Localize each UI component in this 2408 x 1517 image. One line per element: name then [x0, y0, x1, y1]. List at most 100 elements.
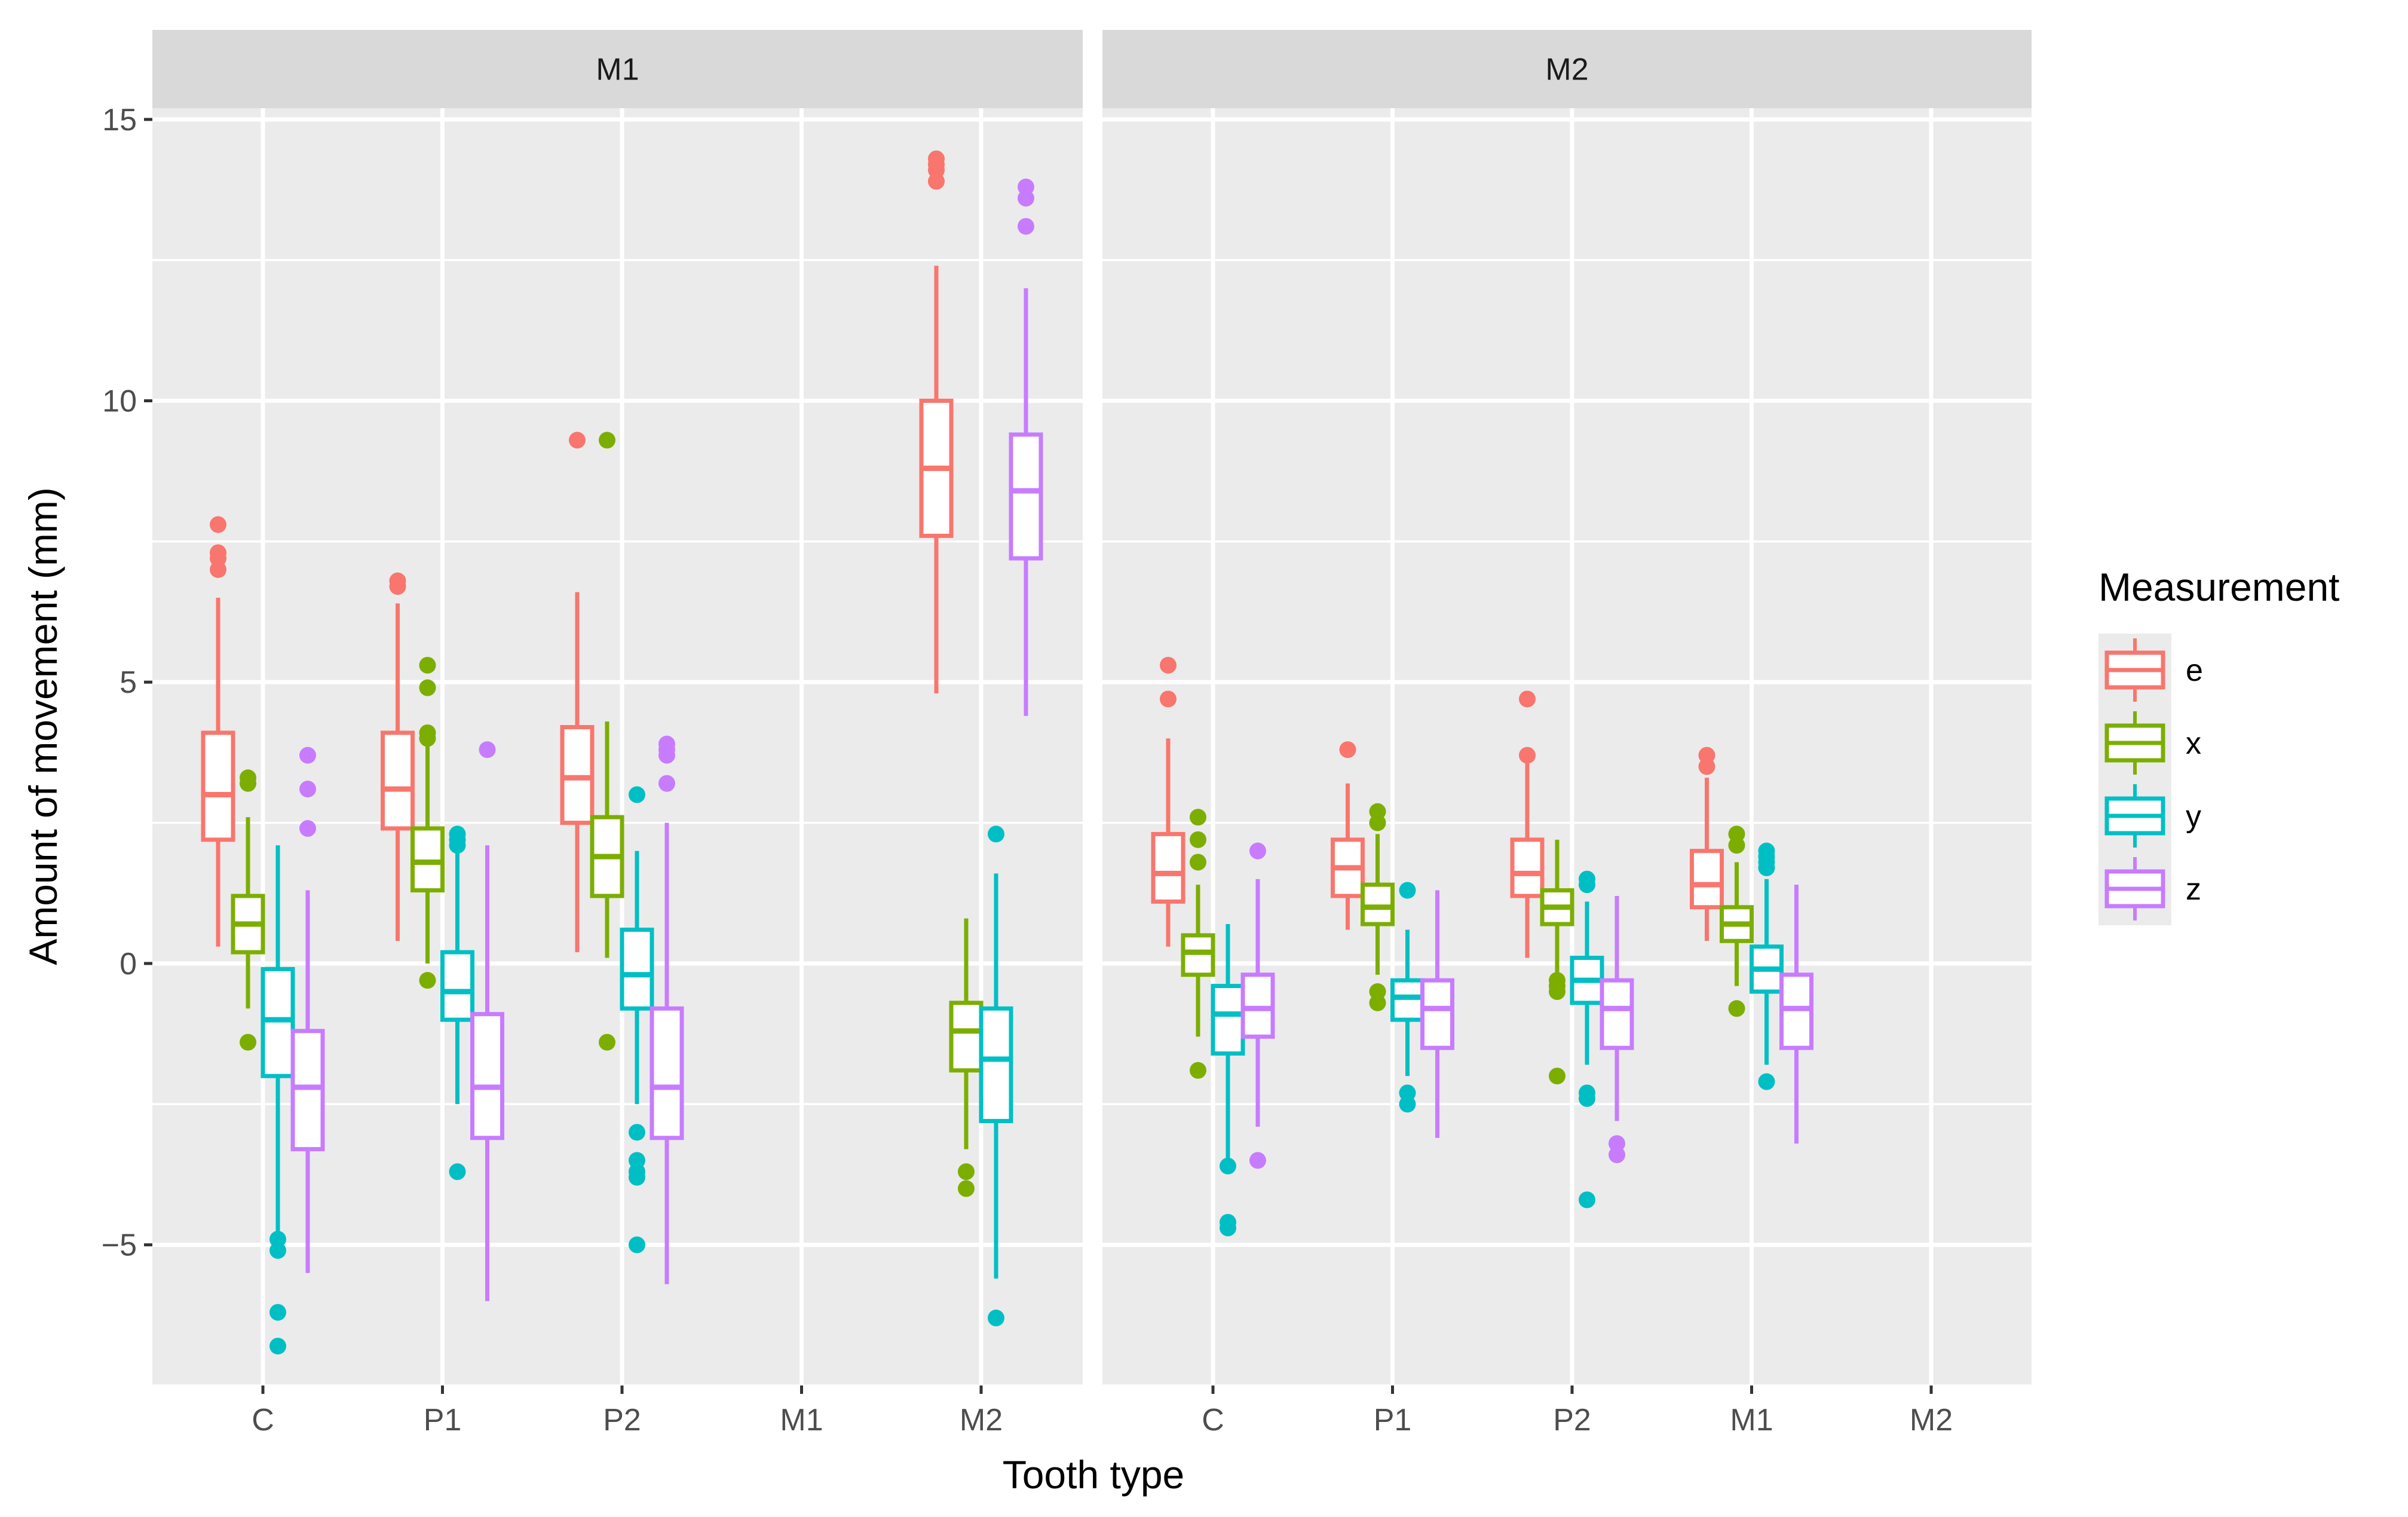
- outlier-point: [419, 679, 436, 696]
- iqr-box: [1009, 432, 1043, 561]
- box-m2-p1-e: [1331, 741, 1365, 930]
- y-tick-label: −5: [102, 1228, 137, 1263]
- outlier-point: [299, 747, 316, 764]
- legend: Measurement e x y z: [2098, 565, 2340, 925]
- outlier-point: [1728, 825, 1745, 843]
- facets-layer: M1 C P1 P2 M1 M2 M2 C P1 P2 M1 M2: [152, 30, 2032, 1438]
- outlier-point: [1018, 218, 1034, 235]
- iqr-box: [1600, 978, 1634, 1050]
- outlier-point: [958, 1163, 975, 1180]
- box-m2-p1-x: [1361, 803, 1395, 1011]
- outlier-point: [629, 1124, 645, 1141]
- iqr-box: [381, 730, 415, 831]
- outlier-point: [958, 1180, 975, 1197]
- legend-item-x: x: [2098, 706, 2201, 779]
- outlier-point: [1728, 1000, 1745, 1017]
- outlier-point: [1160, 690, 1177, 708]
- x-tick-label: P2: [603, 1403, 641, 1438]
- outlier-point: [299, 820, 316, 837]
- outlier-point: [599, 1033, 615, 1051]
- outlier-point: [629, 1236, 645, 1253]
- box-m1-m2-z: [1009, 178, 1043, 716]
- outlier-point: [1519, 690, 1536, 708]
- outlier-point: [1190, 809, 1206, 826]
- outlier-point: [1758, 1073, 1775, 1090]
- box-m2-c-x: [1181, 809, 1215, 1079]
- outlier-point: [479, 741, 496, 758]
- facet-strip-label: M2: [1545, 53, 1588, 87]
- y-tick-label: 10: [102, 384, 137, 419]
- outlier-point: [449, 825, 466, 843]
- box-m2-m1-z: [1779, 885, 1813, 1144]
- iqr-box: [470, 1012, 504, 1140]
- outlier-point: [1249, 842, 1266, 860]
- outlier-point: [1220, 1157, 1236, 1175]
- x-tick-label: M1: [1730, 1403, 1773, 1438]
- outlier-point: [629, 786, 645, 803]
- panel-background: [152, 108, 1083, 1386]
- iqr-box: [979, 1006, 1013, 1124]
- outlier-point: [1190, 831, 1206, 848]
- outlier-point: [599, 432, 615, 449]
- iqr-box: [410, 826, 445, 893]
- box-m2-p2-y: [1570, 870, 1604, 1209]
- legend-label: e: [2186, 653, 2203, 688]
- iqr-box: [1211, 984, 1245, 1056]
- box-m2-m1-y: [1750, 842, 1784, 1090]
- box-m1-c-y: [261, 845, 295, 1355]
- box-m1-p1-y: [440, 825, 474, 1180]
- box-m1-p1-x: [410, 656, 445, 989]
- iqr-box: [1361, 882, 1395, 926]
- outlier-point: [419, 724, 436, 741]
- iqr-box: [650, 1006, 684, 1140]
- box-m1-m2-e: [919, 150, 954, 694]
- iqr-box: [290, 1029, 325, 1152]
- legend-label: y: [2186, 799, 2201, 834]
- y-tick-label: 5: [120, 665, 137, 700]
- outlier-point: [988, 1310, 1004, 1327]
- iqr-box: [1690, 849, 1724, 910]
- outlier-point: [1399, 1096, 1416, 1113]
- outlier-point: [1220, 1219, 1236, 1237]
- x-tick-label: C: [1202, 1403, 1224, 1438]
- iqr-box: [201, 730, 235, 842]
- iqr-box: [440, 950, 474, 1022]
- outlier-point: [1399, 882, 1416, 899]
- box-m2-p2-e: [1510, 690, 1545, 958]
- iqr-box: [1240, 972, 1275, 1039]
- outlier-point: [389, 572, 406, 589]
- outlier-point: [1369, 803, 1386, 820]
- outlier-point: [240, 769, 256, 787]
- outlier-point: [269, 1338, 286, 1355]
- box-m1-m2-y: [979, 825, 1013, 1327]
- box-m1-c-e: [201, 516, 235, 947]
- iqr-box: [620, 927, 654, 1011]
- outlier-point: [419, 656, 436, 674]
- facet-panel-m1: M1 C P1 P2 M1 M2: [152, 30, 1083, 1438]
- box-m1-p2-z: [650, 735, 684, 1284]
- outlier-point: [419, 972, 436, 989]
- iqr-box: [1151, 831, 1185, 904]
- x-tick-label: P2: [1553, 1403, 1591, 1438]
- outlier-point: [210, 544, 226, 561]
- box-m2-c-z: [1240, 842, 1275, 1169]
- iqr-box: [1420, 978, 1454, 1050]
- iqr-box: [949, 1001, 984, 1073]
- outlier-point: [269, 1242, 286, 1259]
- box-m2-p2-z: [1600, 895, 1634, 1164]
- y-tick-label: 15: [102, 103, 137, 137]
- legend-label: z: [2186, 872, 2201, 907]
- x-tick-label: P1: [1374, 1403, 1412, 1438]
- legend-item-e: e: [2098, 634, 2203, 706]
- legend-item-y: y: [2098, 779, 2201, 852]
- outlier-point: [1018, 178, 1034, 195]
- x-tick-label: C: [252, 1403, 274, 1438]
- x-tick-label: M2: [960, 1403, 1003, 1438]
- outlier-point: [1190, 854, 1206, 871]
- iqr-box: [1181, 933, 1215, 977]
- box-m1-c-x: [231, 769, 265, 1051]
- legend-title: Measurement: [2098, 565, 2340, 609]
- legend-item-z: z: [2098, 852, 2201, 925]
- outlier-point: [1698, 747, 1715, 764]
